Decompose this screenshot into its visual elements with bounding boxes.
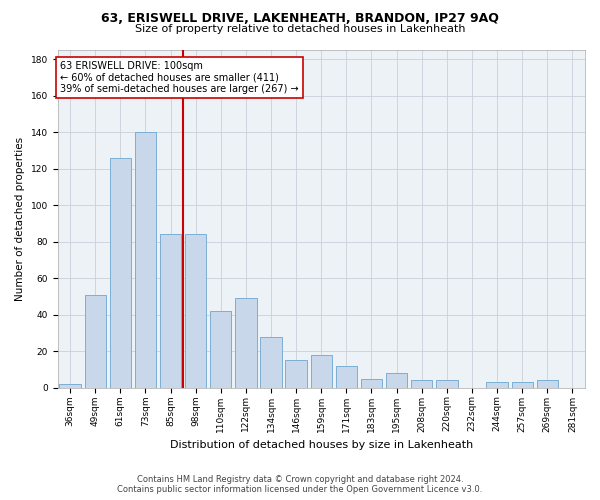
Bar	[411, 380, 433, 388]
Y-axis label: Number of detached properties: Number of detached properties	[15, 137, 25, 301]
Text: Contains HM Land Registry data © Crown copyright and database right 2024.
Contai: Contains HM Land Registry data © Crown c…	[118, 474, 482, 494]
Bar	[361, 378, 382, 388]
Text: 63 ERISWELL DRIVE: 100sqm
← 60% of detached houses are smaller (411)
39% of semi: 63 ERISWELL DRIVE: 100sqm ← 60% of detac…	[60, 61, 299, 94]
Bar	[436, 380, 458, 388]
Bar	[487, 382, 508, 388]
Bar	[336, 366, 357, 388]
X-axis label: Distribution of detached houses by size in Lakenheath: Distribution of detached houses by size …	[170, 440, 473, 450]
Bar	[210, 311, 232, 388]
Bar	[286, 360, 307, 388]
Bar	[185, 234, 206, 388]
Bar	[512, 382, 533, 388]
Bar	[536, 380, 558, 388]
Text: 63, ERISWELL DRIVE, LAKENHEATH, BRANDON, IP27 9AQ: 63, ERISWELL DRIVE, LAKENHEATH, BRANDON,…	[101, 12, 499, 26]
Bar	[311, 355, 332, 388]
Bar	[110, 158, 131, 388]
Bar	[235, 298, 257, 388]
Bar	[135, 132, 156, 388]
Bar	[160, 234, 181, 388]
Bar	[260, 336, 282, 388]
Bar	[59, 384, 81, 388]
Bar	[386, 373, 407, 388]
Text: Size of property relative to detached houses in Lakenheath: Size of property relative to detached ho…	[135, 24, 465, 34]
Bar	[85, 294, 106, 388]
